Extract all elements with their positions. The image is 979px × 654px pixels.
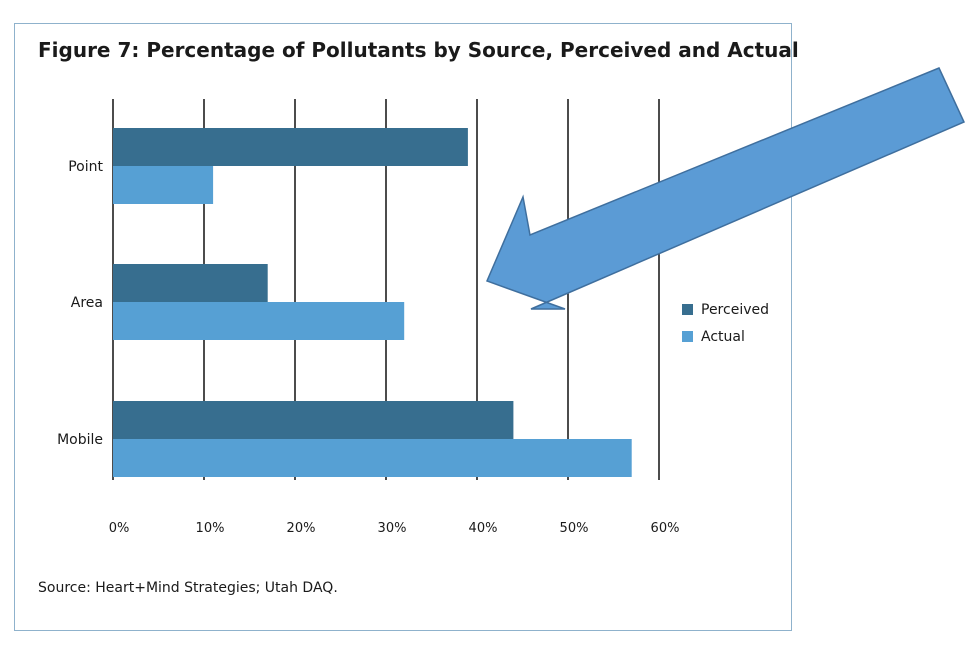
- bar-area-perceived: [113, 264, 268, 302]
- bar-point-perceived: [113, 128, 468, 166]
- legend-swatch-perceived: [682, 304, 693, 315]
- category-label-point: Point: [68, 159, 103, 175]
- category-labels: Point Area Mobile: [57, 159, 103, 448]
- category-label-area: Area: [71, 295, 103, 311]
- bar-area-actual: [113, 302, 405, 340]
- tick-label-1: 10%: [196, 521, 225, 536]
- chart-title: Figure 7: Percentage of Pollutants by So…: [38, 38, 799, 62]
- figure-frame: [14, 23, 792, 631]
- tick-label-4: 40%: [469, 521, 498, 536]
- annotation-arrow-shape: [485, 67, 966, 310]
- bar-mobile-perceived: [113, 401, 514, 439]
- legend-swatch-actual: [682, 331, 693, 342]
- bars: [113, 128, 632, 477]
- legend-label-perceived: Perceived: [701, 301, 769, 318]
- tick-label-0: 0%: [109, 521, 130, 536]
- tick-label-3: 30%: [378, 521, 407, 536]
- category-label-mobile: Mobile: [57, 432, 103, 448]
- tick-label-2: 20%: [287, 521, 316, 536]
- tick-label-5: 50%: [560, 521, 589, 536]
- tick-label-6: 60%: [651, 521, 680, 536]
- bar-mobile-actual: [113, 439, 632, 477]
- legend: Perceived Actual: [682, 296, 769, 350]
- annotation-arrow: [485, 67, 966, 310]
- legend-item-perceived: Perceived: [682, 296, 769, 323]
- tick-labels: 0% 10% 20% 30% 40% 50% 60%: [109, 521, 680, 536]
- legend-item-actual: Actual: [682, 323, 769, 350]
- bar-point-actual: [113, 166, 214, 204]
- source-note: Source: Heart+Mind Strategies; Utah DAQ.: [38, 580, 338, 596]
- legend-label-actual: Actual: [701, 328, 745, 345]
